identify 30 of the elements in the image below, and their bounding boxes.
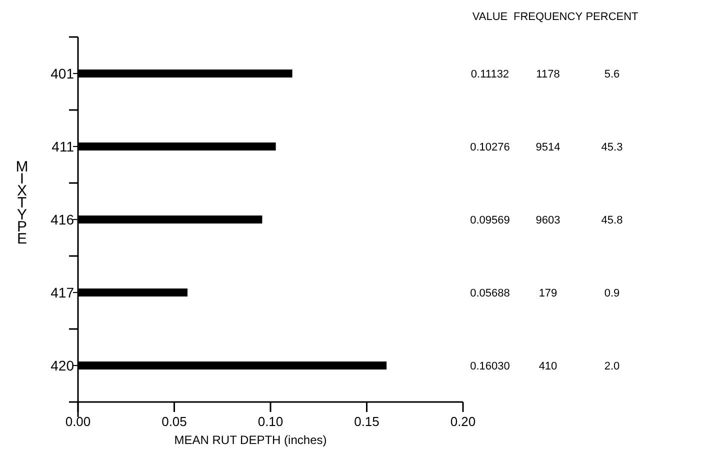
- y-tick-label: 401: [50, 65, 74, 82]
- x-tick-label: 0.20: [450, 414, 476, 429]
- x-tick-label: 0.00: [65, 414, 91, 429]
- y-tick-label: 416: [50, 211, 74, 228]
- text: 5.6: [604, 68, 620, 80]
- data-label: 0.11132: [470, 68, 510, 80]
- y-tick-label: 420: [50, 357, 74, 374]
- x-axis-title: MEAN RUT DEPTH (inches): [174, 433, 327, 447]
- text: VALUE: [472, 11, 508, 23]
- data-label: 0.10276: [470, 141, 510, 154]
- text: 9514: [536, 141, 560, 154]
- text: 179: [538, 287, 558, 300]
- x-tick-label: 0.05: [162, 414, 187, 429]
- text: 1178: [536, 68, 560, 80]
- text: FREQUENCY: [513, 11, 584, 23]
- text: 2.0: [604, 360, 620, 372]
- text: 9603: [536, 214, 560, 226]
- y-tick-label: 417: [50, 284, 74, 300]
- x-tick-label: 0.15: [354, 414, 380, 429]
- text: PERCENT: [586, 11, 639, 23]
- text: 0.9: [604, 287, 620, 300]
- data-label: 0.09569: [470, 214, 510, 226]
- y-tick-label: 411: [52, 138, 74, 154]
- text: 410: [538, 360, 558, 372]
- text: 45.3: [601, 141, 623, 154]
- x-tick-label: 0.10: [258, 414, 284, 429]
- data-label: 0.16030: [470, 360, 510, 372]
- text: 45.8: [601, 214, 623, 226]
- y-axis-title: MIX TYPE: [16, 158, 28, 248]
- data-label: 0.05688: [470, 287, 510, 300]
